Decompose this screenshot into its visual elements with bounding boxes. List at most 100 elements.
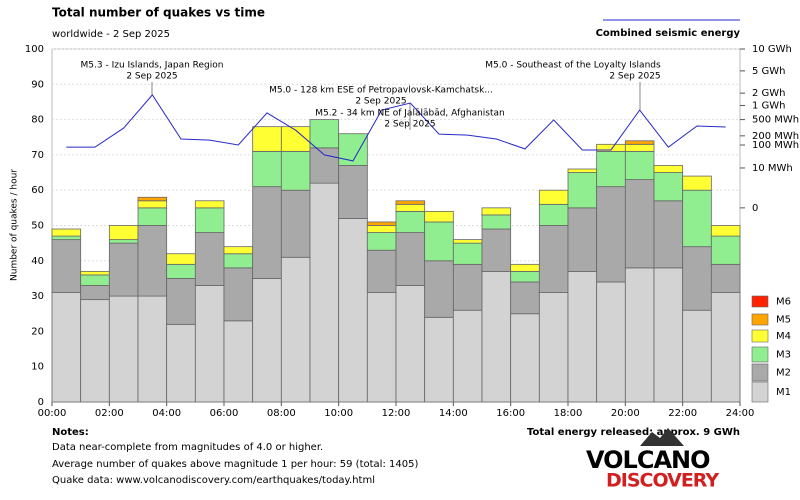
bar-segment: [452, 239, 483, 244]
bar-segment: [252, 278, 282, 403]
chart-title: Total number of quakes vs time: [52, 6, 265, 20]
legend-label: M5: [776, 315, 791, 326]
bar-segment: [682, 189, 712, 248]
y-tick-label: 0: [38, 397, 44, 408]
bar-segment: [137, 295, 168, 403]
bar-segment: [366, 292, 397, 403]
annotation: M5.0 - Southeast of the Loyalty Islands: [485, 61, 661, 71]
x-tick-label: 18:00: [554, 408, 583, 419]
logo-top: VOLCANO: [586, 446, 710, 474]
bar-segment: [223, 253, 254, 269]
note: Average number of quakes above magnitude…: [52, 459, 418, 470]
bar-segment: [108, 239, 139, 244]
y2-tick-label: 10 MWh: [752, 163, 793, 174]
bar-segment: [338, 218, 368, 403]
legend-swatch: [751, 313, 769, 326]
bar-segment: [166, 278, 196, 325]
bar-segment: [366, 232, 397, 251]
annotation-date: 2 Sep 2025: [609, 72, 660, 82]
x-tick-label: 08:00: [267, 408, 296, 419]
bar-segment: [395, 210, 426, 233]
bar-segment: [596, 281, 626, 403]
bar-segment: [223, 320, 254, 403]
legend-label: M4: [776, 331, 791, 342]
bar-segment: [624, 143, 655, 152]
bar-segment: [653, 200, 684, 269]
bar-segment: [51, 292, 82, 403]
bar-segment: [166, 263, 196, 279]
bar-segment: [481, 214, 512, 230]
bar-segment: [424, 316, 454, 403]
bar-segment: [252, 186, 282, 279]
bar-segment: [424, 260, 454, 318]
bar-segment: [223, 246, 254, 255]
y-title: Number of quakes / hour: [10, 169, 20, 281]
bar-segment: [395, 232, 426, 286]
bar-segment: [223, 267, 254, 322]
y2-tick-label: 5 GWh: [752, 66, 786, 77]
logo-bottom: DISCOVERY: [606, 470, 719, 492]
y-tick-label: 90: [31, 79, 44, 90]
bar-segment: [624, 267, 655, 403]
y-tick-label: 40: [31, 256, 44, 267]
bar-segment: [710, 235, 741, 265]
bar-segment: [653, 267, 684, 403]
bar-segment: [80, 274, 110, 286]
y2-tick-label: 1 GWh: [752, 100, 786, 111]
bar-segment: [280, 189, 311, 258]
logo-icon: [640, 428, 684, 446]
bar-segment: [366, 225, 397, 233]
y2-tick-label: 200 MWh: [752, 131, 799, 142]
bar-segment: [653, 165, 684, 173]
bar-segment: [452, 263, 483, 311]
legend-swatch: [751, 329, 769, 343]
note: Data near-complete from magnitudes of 4.…: [52, 442, 323, 453]
bar-segment: [280, 150, 311, 191]
x-tick-label: 20:00: [611, 408, 640, 419]
bar-segment: [567, 168, 598, 173]
bar-segment: [309, 147, 340, 184]
y2-tick-label: 0: [752, 203, 758, 214]
bar-segment: [194, 232, 225, 286]
x-tick-label: 02:00: [95, 408, 124, 419]
x-tick-label: 00:00: [38, 408, 67, 419]
energy-line: [66, 94, 726, 162]
annotation-date: 2 Sep 2025: [126, 72, 177, 82]
legend-swatch: [751, 363, 769, 382]
bar-segment: [624, 179, 655, 269]
bar-segment: [137, 225, 168, 297]
bar-segment: [194, 207, 225, 233]
bar-segment: [51, 235, 82, 241]
bar-segment: [194, 285, 225, 403]
x-tick-label: 14:00: [439, 408, 468, 419]
bar-segment: [567, 207, 598, 272]
bar-segment: [538, 203, 569, 226]
x-tick-label: 06:00: [210, 408, 239, 419]
bar-segment: [108, 295, 139, 403]
y-tick-label: 10: [31, 362, 44, 373]
bar-segment: [194, 200, 225, 209]
legend-swatch: [751, 346, 769, 363]
bar-segment: [395, 200, 426, 205]
bar-segment: [395, 285, 426, 403]
bar-segment: [452, 242, 483, 265]
bar-segment: [510, 270, 540, 283]
bar-segment: [538, 189, 569, 205]
bar-segment: [682, 175, 712, 191]
annotation-date: 2 Sep 2025: [355, 97, 406, 107]
bar-segment: [710, 225, 741, 237]
bar-segment: [280, 256, 311, 403]
bar-segment: [682, 309, 712, 403]
bar-segment: [309, 182, 340, 403]
bar-segment: [51, 239, 82, 293]
bar-segment: [137, 207, 168, 226]
bar-segment: [538, 292, 569, 403]
bar-segment: [80, 299, 110, 403]
legend-label: M2: [776, 368, 791, 379]
bar-segment: [624, 150, 655, 181]
bar-segment: [424, 221, 454, 262]
bar-segment: [624, 140, 655, 145]
y-tick-label: 30: [31, 291, 44, 302]
bar-segment: [366, 221, 397, 226]
